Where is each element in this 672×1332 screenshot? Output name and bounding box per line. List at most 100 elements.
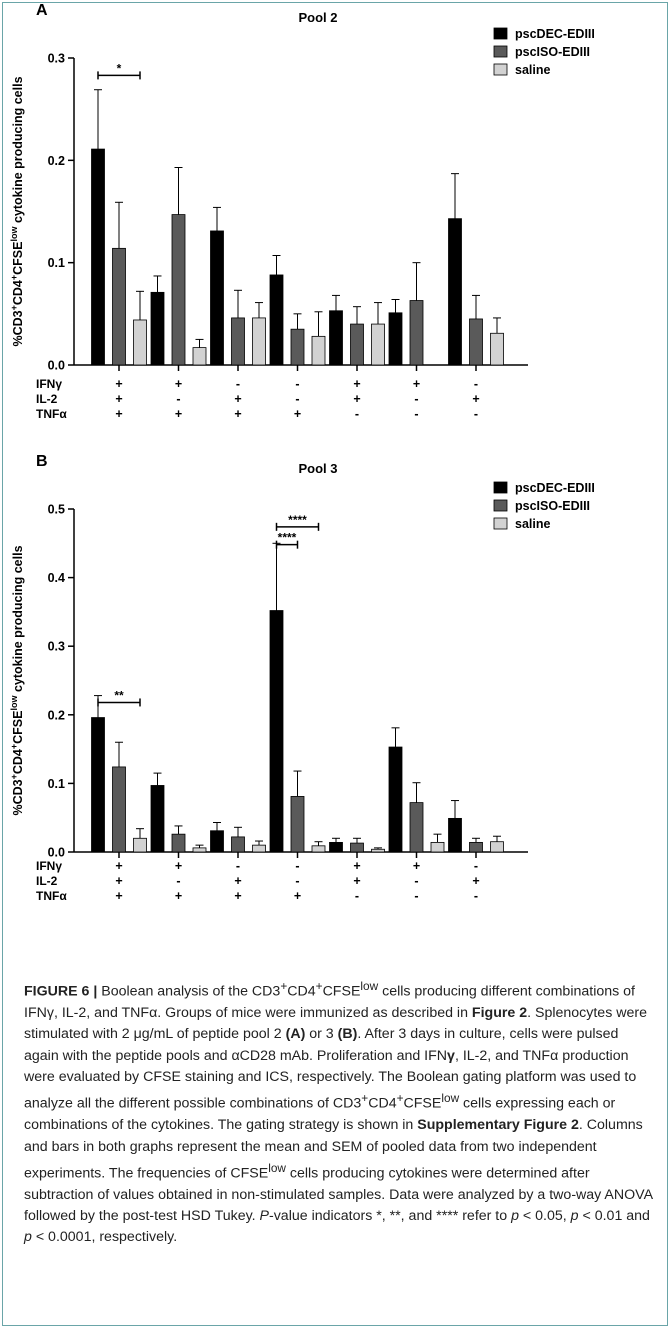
y-axis-label-part: %CD3: [11, 310, 25, 346]
bar-pscdec-ediii: [210, 230, 224, 366]
bar-pscdec-ediii: [91, 148, 105, 366]
bar-pscdec-ediii: [91, 717, 105, 853]
bar-saline: [490, 841, 504, 853]
bar-pscdec-ediii: [448, 218, 462, 366]
caption-figure-ref: Figure 2: [471, 1005, 528, 1022]
y-axis-label-part: +: [9, 744, 19, 749]
bar-psciso-ediii: [171, 214, 186, 366]
condition-sign: +: [234, 889, 241, 903]
bar-saline: [371, 323, 385, 366]
legend-swatch: [493, 45, 508, 58]
condition-sign: +: [115, 859, 122, 873]
condition-sign: -: [295, 392, 299, 406]
condition-sign: +: [353, 377, 360, 391]
bar-psciso-ediii: [112, 766, 126, 853]
chart-title: Pool 3: [298, 461, 337, 476]
condition-sign: -: [414, 392, 418, 406]
legend-label: pscDEC-EDIII: [515, 481, 595, 495]
condition-sign: -: [414, 874, 418, 888]
y-axis-label-part: %CD3: [11, 779, 25, 815]
bar-psciso-ediii: [112, 247, 126, 366]
bar-psciso-ediii: [409, 802, 424, 853]
bar-saline: [192, 847, 207, 853]
y-axis-label: %CD3+CD4+CFSElow cytokine producing cell…: [9, 545, 25, 815]
caption-label: FIGURE 6 |: [24, 983, 98, 1000]
bar-psciso-ediii: [350, 323, 364, 366]
y-axis-label-part: cytokine producing cells: [11, 76, 25, 226]
y-tick-label: 0.2: [48, 154, 65, 168]
significance-label: ****: [278, 531, 297, 545]
y-axis-label-part: +: [9, 774, 19, 779]
y-axis-label-part: +: [9, 305, 19, 310]
bar-saline: [133, 837, 147, 853]
y-tick-label: 0.0: [48, 359, 65, 373]
legend-swatch: [493, 499, 508, 512]
condition-sign: +: [175, 407, 182, 421]
y-tick-label: 0.3: [48, 52, 65, 66]
panel-label: B: [36, 453, 48, 470]
condition-sign: -: [176, 874, 180, 888]
bar-saline: [252, 317, 266, 366]
bar-saline: [192, 347, 207, 366]
bar-psciso-ediii: [290, 328, 305, 366]
bar-saline: [133, 319, 147, 366]
bar-saline: [371, 848, 385, 853]
bar-pscdec-ediii: [269, 274, 284, 366]
condition-sign: -: [355, 407, 359, 421]
bar-saline: [490, 332, 504, 366]
bar-saline: [311, 845, 326, 853]
bar-psciso-ediii: [350, 842, 364, 853]
bar-pscdec-ediii: [329, 841, 343, 853]
legend-label: pscDEC-EDIII: [515, 27, 595, 41]
bar-saline: [430, 841, 445, 853]
figure-charts: A Pool 2%CD3+CD4+CFSElow cytokine produci…: [9, 2, 595, 903]
condition-sign: -: [295, 874, 299, 888]
condition-sign: +: [175, 859, 182, 873]
bar-pscdec-ediii: [329, 310, 343, 366]
condition-sign: +: [353, 859, 360, 873]
y-tick-label: 0.1: [48, 777, 65, 791]
condition-sign: +: [115, 407, 122, 421]
row-label: IFNγ: [36, 377, 62, 391]
caption-supplementary-ref: Supplementary Figure 2: [417, 1117, 579, 1134]
bar-psciso-ediii: [171, 833, 186, 853]
condition-sign: +: [234, 407, 241, 421]
row-label: IL-2: [36, 392, 58, 406]
y-axis-label-part: low: [9, 695, 19, 711]
condition-sign: -: [295, 377, 299, 391]
condition-sign: -: [414, 889, 418, 903]
legend-label: pscISO-EDIII: [515, 45, 590, 59]
condition-sign: -: [414, 407, 418, 421]
legend-swatch: [493, 517, 508, 530]
condition-sign: +: [353, 874, 360, 888]
y-tick-label: 0.5: [48, 503, 65, 517]
condition-sign: +: [115, 889, 122, 903]
condition-sign: +: [234, 874, 241, 888]
condition-sign: +: [294, 407, 301, 421]
condition-sign: -: [474, 889, 478, 903]
bar-pscdec-ediii: [150, 785, 165, 853]
row-label: IL-2: [36, 874, 58, 888]
significance-label: *: [117, 61, 122, 75]
y-axis-label-part: CD4: [11, 280, 25, 305]
y-axis-label-part: CD4: [11, 749, 25, 774]
y-tick-label: 0.1: [48, 256, 65, 270]
condition-sign: +: [115, 377, 122, 391]
row-label: IFNγ: [36, 859, 62, 873]
significance-label: ****: [288, 513, 307, 527]
condition-sign: -: [236, 859, 240, 873]
y-axis-label-part: +: [9, 275, 19, 280]
figure-caption: FIGURE 6 | Boolean analysis of the CD3+C…: [24, 979, 653, 1246]
y-axis-label: %CD3+CD4+CFSElow cytokine producing cell…: [9, 76, 25, 346]
panel-label: A: [36, 2, 48, 19]
legend-label: saline: [515, 517, 550, 531]
row-label: TNFα: [36, 889, 67, 903]
condition-sign: -: [474, 407, 478, 421]
bar-psciso-ediii: [409, 300, 424, 366]
condition-sign: +: [413, 377, 420, 391]
y-tick-label: 0.2: [48, 708, 65, 722]
y-axis-label-part: low: [9, 226, 19, 242]
condition-sign: -: [355, 889, 359, 903]
y-tick-label: 0.3: [48, 640, 65, 654]
